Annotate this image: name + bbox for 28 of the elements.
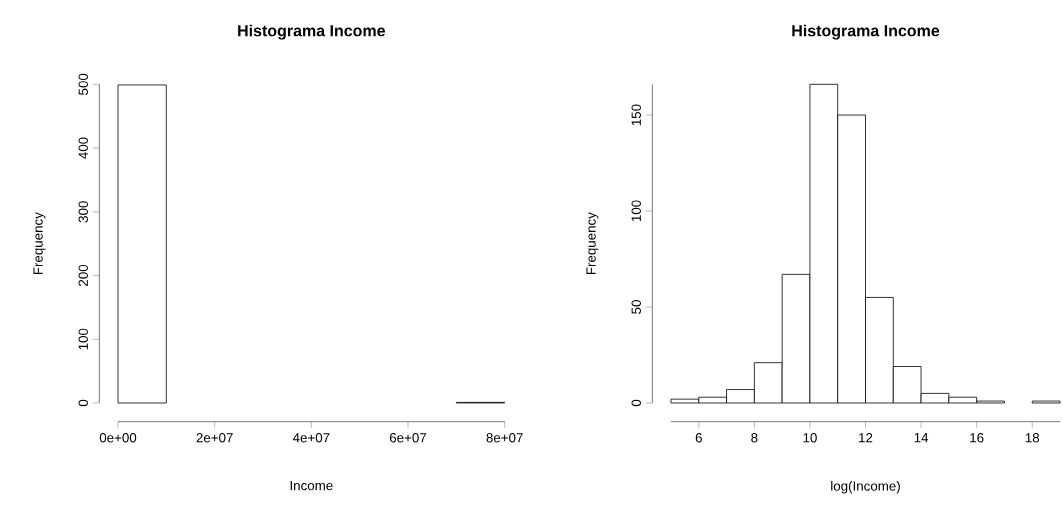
y-axis-title: Frequency [33, 212, 46, 275]
x-tick-label: 8e+07 [486, 433, 523, 443]
chart-title: Histograma Income [792, 24, 940, 40]
y-tick-label: 0 [78, 399, 88, 407]
x-tick-label: 18 [1025, 433, 1040, 443]
x-tick-label: 8 [751, 433, 758, 443]
x-tick-label: 6 [695, 433, 702, 443]
y-tick-label: 100 [78, 328, 88, 350]
x-tick-label: 4e+07 [292, 433, 330, 443]
x-tick-label: 16 [970, 433, 984, 443]
x-tick-label: 0e+00 [99, 433, 137, 443]
y-tick-label: 0 [631, 399, 641, 407]
x-tick-label: 2e+07 [196, 433, 233, 443]
y-tick-label: 150 [631, 104, 641, 126]
y-tick-label: 400 [78, 137, 88, 159]
y-tick-label: 50 [631, 300, 641, 314]
x-tick-label: 6e+07 [389, 433, 427, 443]
x-tick-label: 12 [859, 433, 873, 443]
y-tick-label: 300 [78, 201, 88, 223]
y-tick-label: 200 [78, 264, 88, 286]
chart-title: Histograma Income [238, 24, 385, 40]
y-axis-title: Frequency [586, 212, 599, 275]
y-tick-label: 500 [78, 73, 88, 95]
y-tick-label: 100 [631, 200, 641, 222]
x-axis-title: Income [290, 480, 333, 491]
x-tick-label: 10 [803, 433, 817, 443]
x-tick-label: 14 [914, 433, 929, 443]
x-axis-title: log(Income) [831, 480, 900, 494]
